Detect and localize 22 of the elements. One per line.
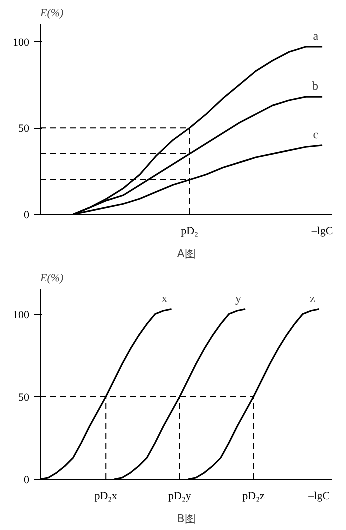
series-label: x (162, 291, 168, 306)
text: A图 (177, 248, 196, 260)
series-label: y (236, 291, 242, 306)
series-label: z (310, 291, 316, 306)
x-tick-label: –lgC (308, 490, 330, 502)
x-tick-label: –lgC (310, 226, 334, 238)
x-tick-label: pD₂x (94, 490, 118, 502)
y-tick-label: 0 (24, 474, 30, 486)
y-axis-title: E(%) (40, 8, 64, 20)
y-tick-label: 0 (24, 210, 30, 222)
x-tick-label: pD₂y (168, 490, 192, 502)
series-label: b (312, 79, 319, 94)
x-tick-label: pD₂ (181, 226, 199, 238)
y-tick-label: 50 (18, 123, 30, 136)
y-tick-label: 100 (13, 36, 30, 49)
series-label: c (313, 127, 319, 142)
y-tick-label: 50 (18, 392, 30, 404)
y-axis-title: E(%) (40, 272, 64, 284)
x-tick-label: pD₂z (242, 490, 265, 502)
text: B图 (177, 512, 196, 526)
y-tick-label: 100 (13, 309, 30, 322)
series-label: a (313, 28, 320, 43)
